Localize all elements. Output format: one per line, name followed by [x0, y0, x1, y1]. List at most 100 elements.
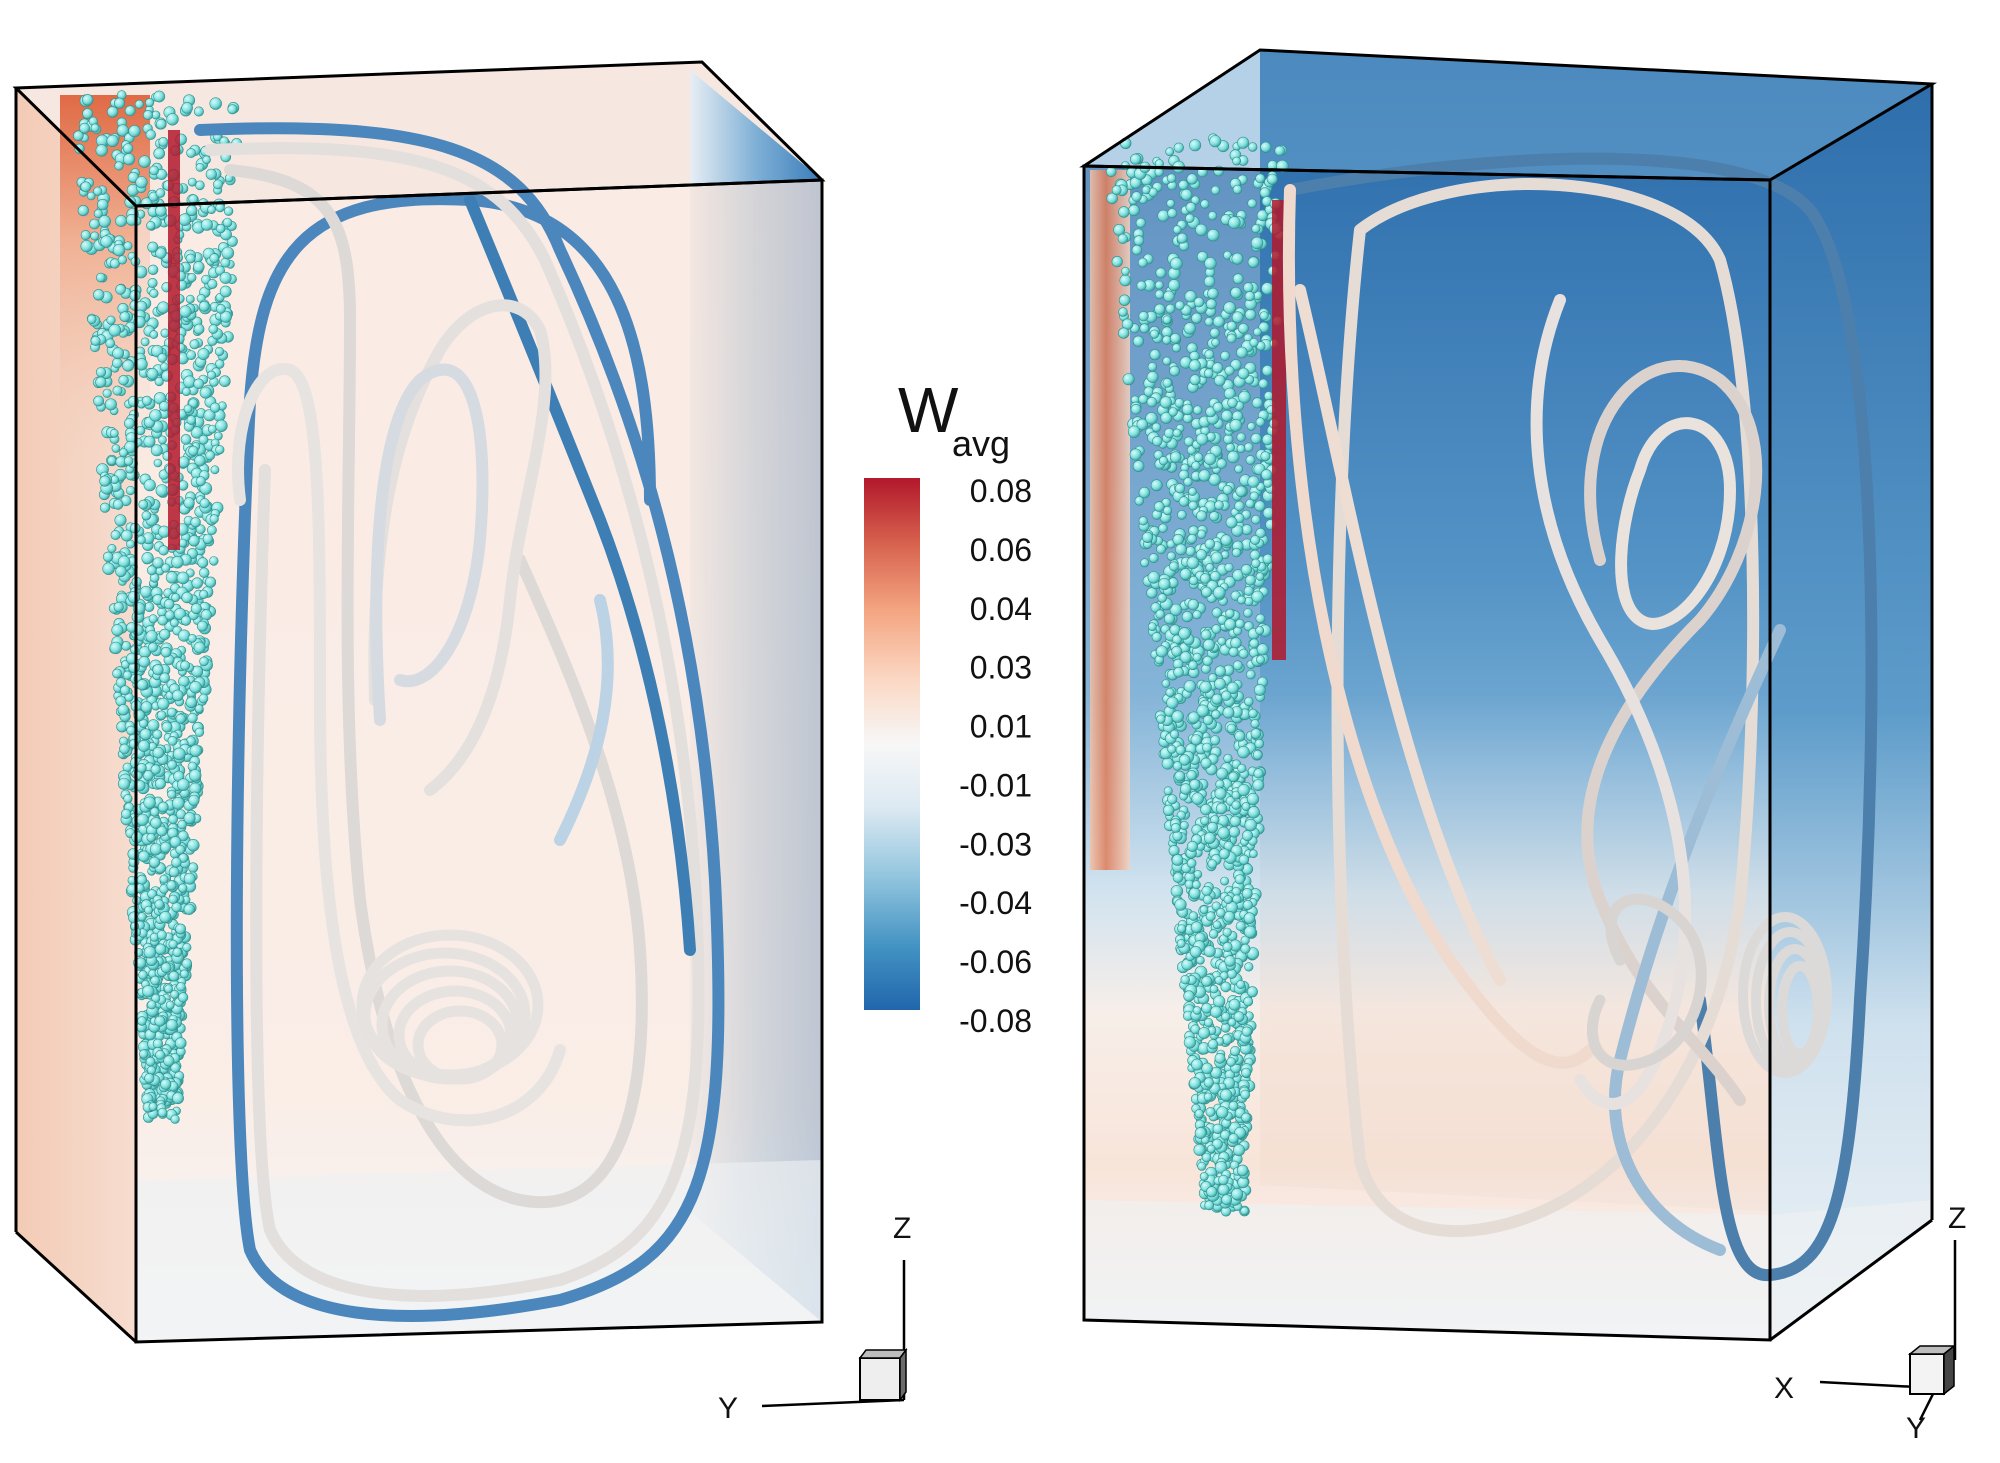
particle-sphere: [177, 830, 189, 842]
particle-sphere: [106, 134, 119, 147]
particle-sphere: [1241, 1026, 1252, 1037]
particle-sphere: [1191, 1058, 1203, 1071]
particle-sphere: [1255, 572, 1265, 581]
particle-sphere: [187, 712, 198, 724]
particle-sphere: [1193, 1143, 1206, 1156]
particle-sphere: [1188, 575, 1199, 586]
particle-sphere: [1243, 925, 1257, 939]
particle-sphere: [80, 240, 93, 253]
particle-sphere: [1225, 442, 1236, 453]
particle-sphere: [169, 836, 182, 848]
particle-sphere: [1187, 598, 1200, 611]
particle-sphere: [1225, 608, 1235, 619]
particle-sphere: [1171, 645, 1183, 657]
particle-sphere: [111, 624, 124, 637]
particle-sphere: [1231, 790, 1241, 800]
particle-sphere: [1223, 753, 1233, 764]
particle-sphere: [155, 188, 166, 198]
particle-sphere: [154, 1015, 166, 1027]
right-streamtube-outer: [1284, 152, 1878, 1282]
particle-sphere: [179, 969, 189, 979]
particle-sphere: [205, 168, 217, 180]
particle-sphere: [1196, 251, 1209, 263]
particle-sphere: [1252, 779, 1265, 791]
particle-sphere: [81, 94, 94, 106]
particle-sphere: [90, 231, 100, 241]
particle-sphere: [1221, 690, 1232, 701]
particle-sphere: [1213, 995, 1226, 1008]
particle-sphere: [1252, 749, 1263, 760]
left-streamtube-mid: [224, 164, 648, 1208]
particle-sphere: [1128, 204, 1140, 217]
particle-sphere: [93, 209, 103, 219]
particle-sphere: [167, 736, 178, 746]
particle-sphere: [1262, 553, 1274, 565]
particle-sphere: [157, 801, 169, 813]
particle-sphere: [1202, 714, 1214, 726]
particle-sphere: [1260, 141, 1272, 153]
particle-sphere: [1161, 679, 1171, 688]
particle-sphere: [1236, 346, 1248, 359]
particle-sphere: [1238, 390, 1251, 404]
particle-sphere: [1223, 895, 1233, 905]
particle-sphere: [1189, 139, 1202, 152]
particle-sphere: [176, 571, 190, 585]
particle-sphere: [138, 970, 148, 980]
colorbar-title-sub: avg: [952, 423, 1010, 464]
particle-sphere: [168, 866, 180, 878]
particle-sphere: [1134, 496, 1145, 506]
particle-sphere: [1210, 1005, 1223, 1018]
particle-sphere: [1201, 975, 1213, 987]
particle-sphere: [1197, 1161, 1207, 1171]
particle-sphere: [171, 689, 184, 702]
particle-sphere: [163, 598, 175, 610]
particle-sphere: [194, 455, 206, 467]
particle-sphere: [148, 856, 161, 868]
particle-sphere: [1247, 806, 1260, 819]
particle-sphere: [1261, 433, 1274, 446]
particle-sphere: [1256, 643, 1269, 656]
left-coil-vortex: [356, 929, 544, 1085]
particle-sphere: [1243, 996, 1254, 1007]
particle-sphere: [1251, 397, 1263, 409]
particle-sphere: [1121, 266, 1130, 276]
particle-sphere: [151, 993, 161, 1003]
particle-sphere: [187, 838, 200, 852]
particle-sphere: [145, 98, 155, 108]
particle-sphere: [1226, 723, 1237, 734]
particle-sphere: [157, 614, 168, 626]
particle-sphere: [1200, 199, 1210, 209]
particle-sphere: [1133, 235, 1145, 246]
particle-sphere: [1188, 911, 1199, 921]
particle-sphere: [188, 445, 199, 456]
particle-sphere: [1214, 665, 1226, 677]
particle-sphere: [167, 760, 177, 770]
particle-sphere: [181, 102, 193, 114]
particle-sphere: [80, 181, 92, 193]
particle-sphere: [1202, 742, 1212, 753]
particle-sphere: [1241, 1067, 1252, 1078]
particle-sphere: [1162, 378, 1173, 388]
particle-sphere: [1237, 367, 1250, 380]
particle-sphere: [1240, 1206, 1249, 1216]
particle-sphere: [102, 562, 115, 575]
particle-sphere: [175, 713, 186, 724]
particle-sphere: [1212, 1123, 1224, 1135]
particle-sphere: [1149, 329, 1159, 339]
particle-sphere: [122, 670, 132, 680]
particle-sphere: [145, 630, 158, 643]
particle-sphere: [140, 337, 150, 347]
particle-sphere: [159, 672, 170, 684]
particle-sphere: [1216, 767, 1229, 780]
particle-sphere: [114, 161, 124, 171]
colorbar-tick-labels: 0.08 0.06 0.04 0.03 0.01 -0.01 -0.03 -0.04 -0.06…: [959, 473, 1032, 1039]
particle-sphere: [1250, 236, 1264, 250]
particle-sphere: [1203, 832, 1216, 844]
particle-sphere: [1200, 629, 1212, 641]
particle-sphere: [1211, 362, 1224, 374]
particle-sphere: [1222, 927, 1232, 937]
particle-sphere: [1226, 681, 1239, 695]
particle-sphere: [143, 479, 156, 492]
particle-sphere: [1118, 327, 1130, 339]
